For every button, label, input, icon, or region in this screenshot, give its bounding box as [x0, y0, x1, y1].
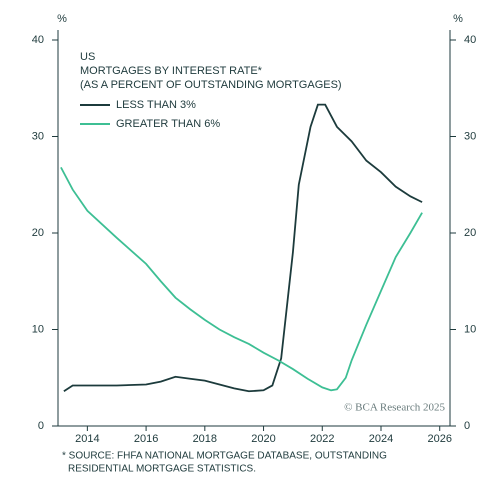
y-tick-label: 10 — [32, 323, 44, 335]
x-tick-label: 2018 — [193, 433, 217, 445]
watermark: © BCA Research 2025 — [344, 402, 445, 414]
x-tick-label: 2014 — [75, 433, 99, 445]
y2-tick-label: 0 — [464, 420, 470, 432]
y2-tick-label: 10 — [464, 323, 476, 335]
source-note: RESIDENTIAL MORTGAGE STATISTICS. — [68, 464, 256, 475]
y2-tick-label: 40 — [464, 34, 476, 46]
source-note: * SOURCE: FHFA NATIONAL MORTGAGE DATABAS… — [62, 451, 387, 462]
legend-label: GREATER THAN 6% — [116, 118, 220, 130]
chart-subtitle: MORTGAGES BY INTEREST RATE* — [80, 65, 263, 77]
series-line — [63, 103, 423, 393]
x-tick-label: 2020 — [251, 433, 275, 445]
x-tick-label: 2026 — [427, 433, 451, 445]
y-tick-label: 0 — [38, 420, 44, 432]
y2-axis-label: % — [453, 13, 463, 25]
chart-subtitle: (AS A PERCENT OF OUTSTANDING MORTGAGES) — [80, 79, 342, 91]
series-line — [60, 166, 423, 392]
x-tick-label: 2016 — [134, 433, 158, 445]
y-axis-label: % — [57, 13, 67, 25]
y-tick-label: 20 — [32, 227, 44, 239]
x-tick-label: 2024 — [369, 433, 393, 445]
x-tick-label: 2022 — [310, 433, 334, 445]
y2-tick-label: 30 — [464, 130, 476, 142]
y-tick-label: 30 — [32, 130, 44, 142]
y2-tick-label: 20 — [464, 227, 476, 239]
chart-title: US — [80, 51, 95, 63]
legend-label: LESS THAN 3% — [116, 99, 196, 111]
y-tick-label: 40 — [32, 34, 44, 46]
